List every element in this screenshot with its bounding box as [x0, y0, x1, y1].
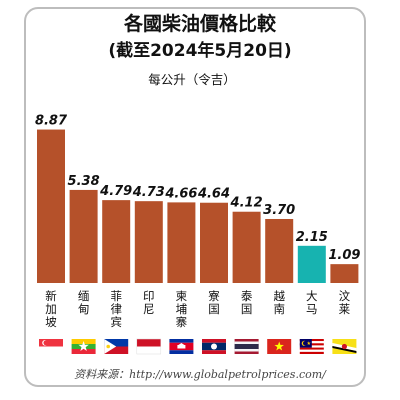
- category-label-4-char-2: 寨: [176, 315, 188, 329]
- category-label-8-char-0: 大: [306, 289, 318, 303]
- value-label-6: 4.12: [230, 196, 263, 211]
- laos-flag-icon: [202, 339, 226, 354]
- unit-label: 每公升（令吉）: [148, 72, 236, 87]
- category-label-5-char-1: 国: [208, 302, 220, 316]
- category-label-7-char-1: 南: [273, 302, 285, 316]
- bar-8: [297, 245, 326, 283]
- value-labels-group: 8.87 5.384.79 4.73 4.66 4.644.12 3.702.151.09: [35, 114, 360, 264]
- value-label-5: 4.64: [197, 187, 230, 202]
- category-label-5-char-0: 寮: [208, 289, 220, 303]
- bar-7: [265, 218, 294, 283]
- thailand-flag-icon: [234, 339, 259, 354]
- chart-subtitle: (截至2024年5月20日): [108, 40, 291, 61]
- category-label-3-char-1: 尼: [143, 302, 155, 316]
- category-label-2-char-1: 律: [110, 302, 122, 316]
- bar-2: [102, 200, 131, 283]
- philippines-flag-icon: [104, 339, 129, 354]
- value-label-2: 4.79: [99, 184, 132, 199]
- flags-group: [39, 338, 357, 355]
- malaysia-flag-icon: [299, 339, 324, 354]
- vietnam-flag-icon: [267, 339, 292, 354]
- bar-0: [37, 129, 65, 283]
- category-label-0-char-0: 新: [45, 289, 57, 303]
- myanmar-flag-icon: [71, 339, 96, 354]
- indonesia-flag-icon: [136, 338, 162, 355]
- bar-3: [134, 201, 163, 283]
- bar-6: [232, 211, 261, 283]
- category-label-9-char-1: 莱: [339, 302, 351, 316]
- bar-9: [330, 264, 359, 283]
- value-label-8: 2.15: [296, 230, 328, 245]
- category-label-8-char-1: 马: [306, 302, 318, 316]
- category-label-6-char-0: 泰: [241, 289, 253, 303]
- bars-group: [37, 129, 359, 283]
- category-label-4-char-0: 柬: [176, 289, 188, 303]
- value-label-0: 8.87: [35, 114, 68, 129]
- category-label-3-char-0: 印: [143, 289, 155, 303]
- bar-5: [200, 202, 228, 283]
- value-label-7: 3.70: [263, 203, 295, 218]
- category-label-0-char-2: 坡: [45, 315, 57, 329]
- cambodia-flag-icon: [169, 339, 194, 354]
- category-label-1-char-1: 甸: [78, 302, 90, 316]
- value-label-4: 4.66: [164, 186, 197, 201]
- category-label-1-char-0: 缅: [78, 289, 90, 303]
- category-label-7-char-0: 越: [273, 289, 285, 303]
- category-label-9-char-0: 汶: [339, 289, 351, 303]
- singapore-flag-icon: [39, 339, 63, 354]
- bar-4: [167, 202, 196, 283]
- brunei-flag-icon: [332, 339, 357, 354]
- category-label-0-char-1: 加: [45, 302, 57, 316]
- source-note: 资料来源：http://www.globalpetrolprices.com/: [74, 368, 327, 381]
- bar-1: [69, 189, 98, 283]
- chart-title: 各國柴油價格比較: [123, 12, 277, 35]
- category-label-2-char-2: 宾: [110, 315, 122, 329]
- value-label-9: 1.09: [328, 248, 360, 263]
- value-label-1: 5.38: [68, 174, 100, 189]
- category-label-6-char-1: 国: [241, 302, 253, 316]
- category-label-4-char-1: 埔: [176, 302, 188, 316]
- value-label-3: 4.73: [132, 185, 165, 200]
- category-label-2-char-0: 菲: [110, 289, 122, 303]
